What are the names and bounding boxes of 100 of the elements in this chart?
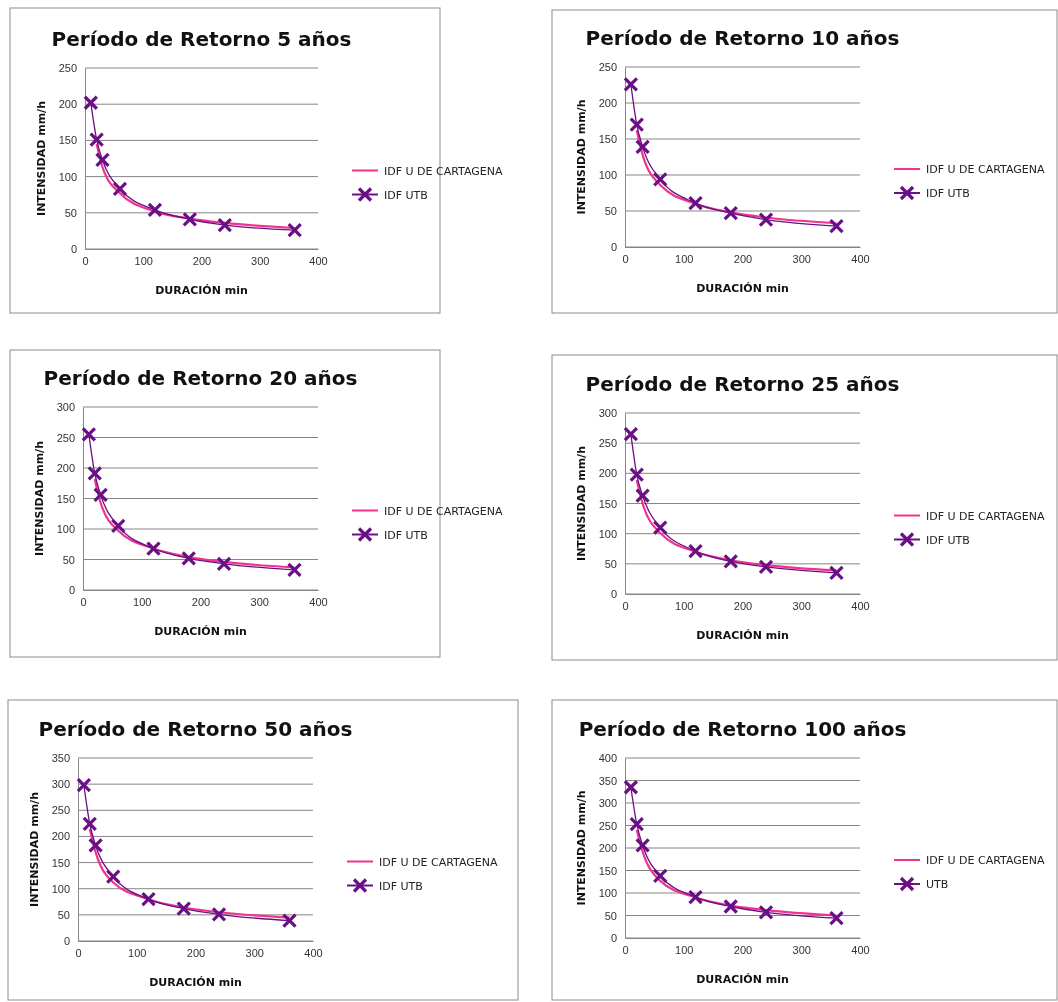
point xyxy=(758,559,774,575)
y-tick-label: 200 xyxy=(598,842,617,855)
x-tick-label: 300 xyxy=(792,599,811,612)
point xyxy=(758,212,774,228)
x-tick-label: 200 xyxy=(733,599,753,612)
x-tick-label: 300 xyxy=(251,254,270,267)
y-tick-label: 150 xyxy=(598,133,617,146)
y-tick-label: 350 xyxy=(598,774,617,787)
y-tick-label: 250 xyxy=(598,819,617,832)
line-series xyxy=(88,828,291,919)
x-axis-title: DURACIÓN min xyxy=(155,284,248,297)
legend-label: IDF U DE CARTAGENA xyxy=(384,164,503,178)
legend-label: IDF UTB xyxy=(926,187,970,200)
legend-label: IDF UTB xyxy=(926,533,970,547)
y-tick-label: 250 xyxy=(51,804,70,817)
point xyxy=(140,891,157,907)
point xyxy=(76,777,92,793)
x-tick-label: 0 xyxy=(82,254,89,267)
y-tick-label: 250 xyxy=(598,437,617,450)
point xyxy=(105,869,121,885)
point xyxy=(687,889,704,905)
point xyxy=(623,426,639,442)
x-tick-label: 300 xyxy=(792,252,811,265)
x-tick-label: 100 xyxy=(133,595,152,608)
x-axis-title: DURACIÓN min xyxy=(154,625,247,638)
legend-label: IDF UTB xyxy=(379,879,423,893)
y-tick-label: 150 xyxy=(598,864,617,877)
y-tick-label: 100 xyxy=(51,882,70,895)
point xyxy=(286,562,303,578)
point xyxy=(145,540,162,557)
x-tick-label: 200 xyxy=(191,595,211,608)
x-tick-label: 200 xyxy=(192,254,212,267)
y-tick-label: 100 xyxy=(598,169,617,182)
point xyxy=(623,779,639,795)
line-series xyxy=(635,129,838,225)
point xyxy=(629,466,645,483)
y-tick-label: 100 xyxy=(56,523,75,536)
y-axis-title: INTENSIDAD mm/h xyxy=(33,441,46,556)
x-tick-label: 0 xyxy=(622,943,629,956)
point xyxy=(211,906,227,922)
legend-label: UTB xyxy=(926,878,949,891)
y-tick-label: 200 xyxy=(598,97,617,110)
y-tick-label: 300 xyxy=(598,797,617,810)
point xyxy=(176,900,192,917)
legend-label: IDF U DE CARTAGENA xyxy=(379,855,498,869)
x-tick-label: 100 xyxy=(134,254,153,267)
x-tick-label: 0 xyxy=(622,599,629,612)
point xyxy=(629,117,645,133)
point xyxy=(635,139,651,155)
chart-title: Período de Retorno 25 años xyxy=(585,372,900,396)
point xyxy=(687,195,704,211)
y-tick-label: 150 xyxy=(598,497,617,510)
y-tick-label: 250 xyxy=(56,431,75,444)
x-tick-label: 0 xyxy=(80,595,87,608)
point xyxy=(635,488,651,504)
x-tick-label: 400 xyxy=(851,599,870,612)
y-tick-label: 50 xyxy=(57,908,70,921)
x-tick-label: 400 xyxy=(304,946,323,959)
point xyxy=(652,868,668,884)
line-series xyxy=(635,478,838,572)
y-tick-label: 400 xyxy=(598,752,617,765)
x-axis-title: DURACIÓN min xyxy=(149,976,242,989)
point xyxy=(82,816,98,832)
x-tick-label: 0 xyxy=(622,252,629,265)
legend-label: IDF UTB xyxy=(384,188,428,202)
x-tick-label: 100 xyxy=(675,943,694,956)
point xyxy=(828,910,845,926)
y-tick-label: 300 xyxy=(51,778,70,791)
y-tick-label: 350 xyxy=(51,752,70,765)
point xyxy=(635,837,651,853)
x-tick-label: 300 xyxy=(792,943,811,956)
x-tick-label: 100 xyxy=(675,599,694,612)
x-tick-label: 400 xyxy=(309,595,328,608)
y-axis-title: INTENSIDAD mm/h xyxy=(28,792,41,907)
point xyxy=(216,556,232,572)
point xyxy=(652,171,668,187)
y-tick-label: 200 xyxy=(56,462,75,475)
point xyxy=(89,132,105,148)
y-tick-label: 50 xyxy=(604,909,617,922)
y-tick-label: 50 xyxy=(62,553,75,566)
x-tick-label: 400 xyxy=(851,252,870,265)
point xyxy=(217,217,233,233)
point xyxy=(629,816,645,832)
x-axis-title: DURACIÓN min xyxy=(696,629,789,642)
x-axis-title: DURACIÓN min xyxy=(696,282,789,295)
y-tick-label: 50 xyxy=(604,205,617,218)
legend-label: IDF UTB xyxy=(384,528,428,542)
y-tick-label: 100 xyxy=(598,887,617,900)
legend-label: IDF U DE CARTAGENA xyxy=(926,509,1045,523)
y-tick-label: 200 xyxy=(51,830,70,843)
y-axis-title: INTENSIDAD mm/h xyxy=(35,101,48,216)
chart-title: Período de Retorno 20 años xyxy=(43,366,358,390)
point xyxy=(83,95,99,111)
chart-title: Período de Retorno 100 años xyxy=(578,717,907,741)
point xyxy=(723,898,739,915)
y-tick-label: 0 xyxy=(610,932,617,945)
x-tick-label: 300 xyxy=(245,946,264,959)
line-series xyxy=(95,142,296,230)
x-tick-label: 400 xyxy=(309,254,328,267)
x-tick-label: 100 xyxy=(128,946,147,959)
